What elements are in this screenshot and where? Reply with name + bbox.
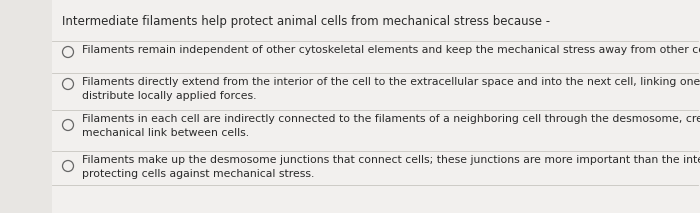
Text: Filaments directly extend from the interior of the cell to the extracellular spa: Filaments directly extend from the inter… — [82, 77, 700, 101]
Text: Intermediate filaments help protect animal cells from mechanical stress because : Intermediate filaments help protect anim… — [62, 15, 550, 28]
Bar — [0, 0, 52, 213]
Text: Filaments in each cell are indirectly connected to the filaments of a neighborin: Filaments in each cell are indirectly co… — [82, 114, 700, 138]
Text: Filaments remain independent of other cytoskeletal elements and keep the mechani: Filaments remain independent of other cy… — [82, 45, 700, 55]
Text: Filaments make up the desmosome junctions that connect cells; these junctions ar: Filaments make up the desmosome junction… — [82, 155, 700, 178]
